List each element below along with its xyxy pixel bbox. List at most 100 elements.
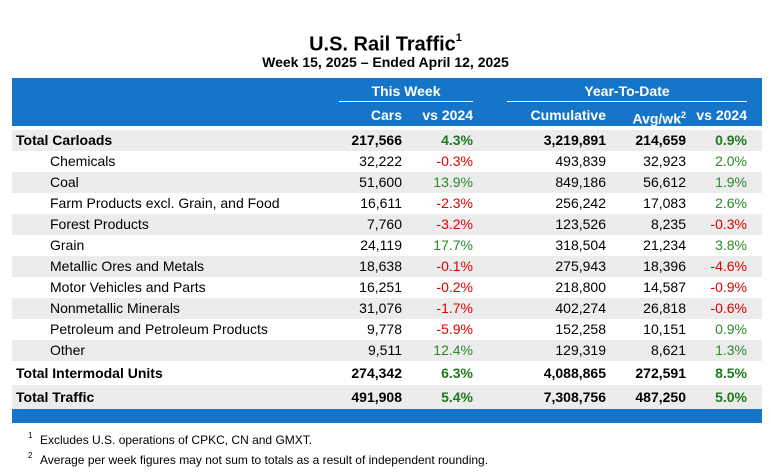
row-label: Metallic Ores and Metals bbox=[50, 258, 205, 274]
table-footer-bar bbox=[12, 409, 762, 423]
cell-vs2024-ytd: 5.0% bbox=[715, 389, 747, 405]
cell-vs2024-week: 12.4% bbox=[433, 342, 473, 358]
cell-cumulative: 318,504 bbox=[555, 237, 606, 253]
cell-cars: 491,908 bbox=[351, 389, 402, 405]
row-label: Nonmetallic Minerals bbox=[50, 300, 180, 316]
cell-vs2024-ytd: -4.6% bbox=[710, 258, 747, 274]
table-row: Motor Vehicles and Parts 16,251 -0.2% 218,8… bbox=[12, 277, 762, 298]
cell-vs2024-ytd: -0.6% bbox=[710, 300, 747, 316]
cell-avg-per-week: 272,591 bbox=[635, 365, 686, 381]
row-label: Coal bbox=[50, 174, 79, 190]
title-footnote-marker: 1 bbox=[455, 32, 462, 44]
cell-cars: 31,076 bbox=[359, 300, 402, 316]
cell-cars: 16,251 bbox=[359, 279, 402, 295]
table-body: Total Carloads 217,566 4.3% 3,219,891 214,65… bbox=[12, 130, 762, 409]
cell-cars: 9,778 bbox=[366, 321, 402, 337]
cell-cumulative: 123,526 bbox=[555, 216, 606, 232]
table-row: Petroleum and Petroleum Products 9,778 -5.… bbox=[12, 319, 762, 340]
cell-avg-per-week: 10,151 bbox=[643, 321, 686, 337]
header-avgwk: Avg/wk2 bbox=[610, 105, 686, 127]
footnote-2-marker: 2 bbox=[28, 451, 33, 460]
cell-cumulative: 256,242 bbox=[555, 195, 606, 211]
cell-cumulative: 7,308,756 bbox=[543, 389, 606, 405]
header-cumulative: Cumulative bbox=[530, 107, 606, 123]
cell-vs2024-week: 5.4% bbox=[441, 389, 473, 405]
cell-avg-per-week: 214,659 bbox=[635, 132, 686, 148]
cell-vs2024-ytd: -0.9% bbox=[710, 279, 747, 295]
cell-avg-per-week: 26,818 bbox=[643, 300, 686, 316]
cell-vs2024-week: -3.2% bbox=[436, 216, 473, 232]
cell-vs2024-ytd: 2.0% bbox=[715, 153, 747, 169]
cell-cars: 7,760 bbox=[366, 216, 402, 232]
rail-traffic-table: This Week Year-To-Date Cars vs 2024 Cumu… bbox=[12, 78, 762, 423]
cell-avg-per-week: 8,621 bbox=[650, 342, 686, 358]
report-title: U.S. Rail Traffic1 bbox=[0, 28, 771, 57]
report-title-text: U.S. Rail Traffic bbox=[309, 33, 456, 56]
row-label: Total Traffic bbox=[16, 389, 95, 405]
cell-cars: 32,222 bbox=[359, 153, 402, 169]
row-label: Other bbox=[50, 342, 86, 358]
report-subtitle: Week 15, 2025 – Ended April 12, 2025 bbox=[262, 54, 509, 70]
cell-avg-per-week: 17,083 bbox=[643, 195, 686, 211]
table-row: Total Traffic 491,908 5.4% 7,308,756 487,250… bbox=[12, 385, 762, 409]
footnote-2: 2 Average per week figures may not sum to… bbox=[28, 451, 489, 468]
cell-vs2024-week: -0.3% bbox=[436, 153, 473, 169]
cell-vs2024-week: -2.3% bbox=[436, 195, 473, 211]
cell-cumulative: 3,219,891 bbox=[543, 132, 606, 148]
footnote-1-marker: 1 bbox=[28, 431, 33, 440]
cell-vs2024-week: 6.3% bbox=[441, 365, 473, 381]
cell-cars: 16,611 bbox=[360, 195, 402, 211]
table-row: Metallic Ores and Metals 18,638 -0.1% 275,9… bbox=[12, 256, 762, 277]
row-label: Forest Products bbox=[50, 216, 149, 232]
cell-avg-per-week: 8,235 bbox=[650, 216, 686, 232]
table-row: Grain 24,119 17.7% 318,504 21,234 3.8% bbox=[12, 235, 762, 256]
header-avgwk-text: Avg/wk bbox=[632, 110, 681, 127]
cell-vs2024-ytd: -0.3% bbox=[710, 216, 747, 232]
row-label: Grain bbox=[50, 237, 85, 253]
header-year-to-date: Year-To-Date bbox=[507, 81, 747, 102]
avgwk-footnote-marker: 2 bbox=[680, 110, 686, 120]
table-row: Nonmetallic Minerals 31,076 -1.7% 402,274 26… bbox=[12, 298, 762, 319]
row-label: Chemicals bbox=[50, 153, 116, 169]
cell-cars: 18,638 bbox=[359, 258, 402, 274]
row-label: Motor Vehicles and Parts bbox=[50, 279, 206, 295]
cell-avg-per-week: 487,250 bbox=[635, 389, 686, 405]
cell-cumulative: 152,258 bbox=[555, 321, 606, 337]
table-row: Farm Products excl. Grain, and Food 16,61… bbox=[12, 193, 762, 214]
cell-cumulative: 849,186 bbox=[555, 174, 606, 190]
table-row: Coal 51,600 13.9% 849,186 56,612 1.9% bbox=[12, 172, 762, 193]
cell-cars: 9,511 bbox=[368, 342, 402, 358]
cell-vs2024-ytd: 1.3% bbox=[715, 342, 747, 358]
cell-vs2024-week: 4.3% bbox=[441, 132, 473, 148]
cell-vs2024-week: -5.9% bbox=[436, 321, 473, 337]
cell-vs2024-ytd: 0.9% bbox=[715, 321, 747, 337]
cell-vs2024-ytd: 2.6% bbox=[715, 195, 747, 211]
cell-cumulative: 275,943 bbox=[555, 258, 606, 274]
header-vs2024-ytd: vs 2024 bbox=[696, 107, 747, 123]
cell-avg-per-week: 32,923 bbox=[643, 153, 686, 169]
row-label: Total Intermodal Units bbox=[16, 365, 163, 381]
table-row: Total Intermodal Units 274,342 6.3% 4,088,8… bbox=[12, 361, 762, 385]
cell-vs2024-week: 13.9% bbox=[433, 174, 473, 190]
header-vs2024-week: vs 2024 bbox=[422, 107, 473, 123]
cell-vs2024-week: -0.1% bbox=[436, 258, 473, 274]
cell-vs2024-week: -0.2% bbox=[436, 279, 473, 295]
header-this-week: This Week bbox=[339, 81, 473, 102]
cell-cumulative: 4,088,865 bbox=[543, 365, 606, 381]
footnote-2-text: Average per week figures may not sum to … bbox=[40, 453, 489, 467]
cell-vs2024-ytd: 3.8% bbox=[715, 237, 747, 253]
cell-cars: 274,342 bbox=[351, 365, 402, 381]
cell-cumulative: 218,800 bbox=[555, 279, 606, 295]
cell-vs2024-week: 17.7% bbox=[433, 237, 473, 253]
footnote-1: 1 Excludes U.S. operations of CPKC, CN an… bbox=[28, 431, 313, 448]
footnote-1-text: Excludes U.S. operations of CPKC, CN and… bbox=[40, 433, 313, 447]
cell-avg-per-week: 56,612 bbox=[643, 174, 686, 190]
table-row: Forest Products 7,760 -3.2% 123,526 8,235 -0.… bbox=[12, 214, 762, 235]
cell-avg-per-week: 21,234 bbox=[643, 237, 686, 253]
row-label: Petroleum and Petroleum Products bbox=[50, 321, 268, 337]
cell-cumulative: 402,274 bbox=[555, 300, 606, 316]
cell-vs2024-week: -1.7% bbox=[436, 300, 473, 316]
cell-cars: 217,566 bbox=[351, 132, 402, 148]
table-row: Total Carloads 217,566 4.3% 3,219,891 214,65… bbox=[12, 130, 762, 151]
table-row: Chemicals 32,222 -0.3% 493,839 32,923 2.0% bbox=[12, 151, 762, 172]
